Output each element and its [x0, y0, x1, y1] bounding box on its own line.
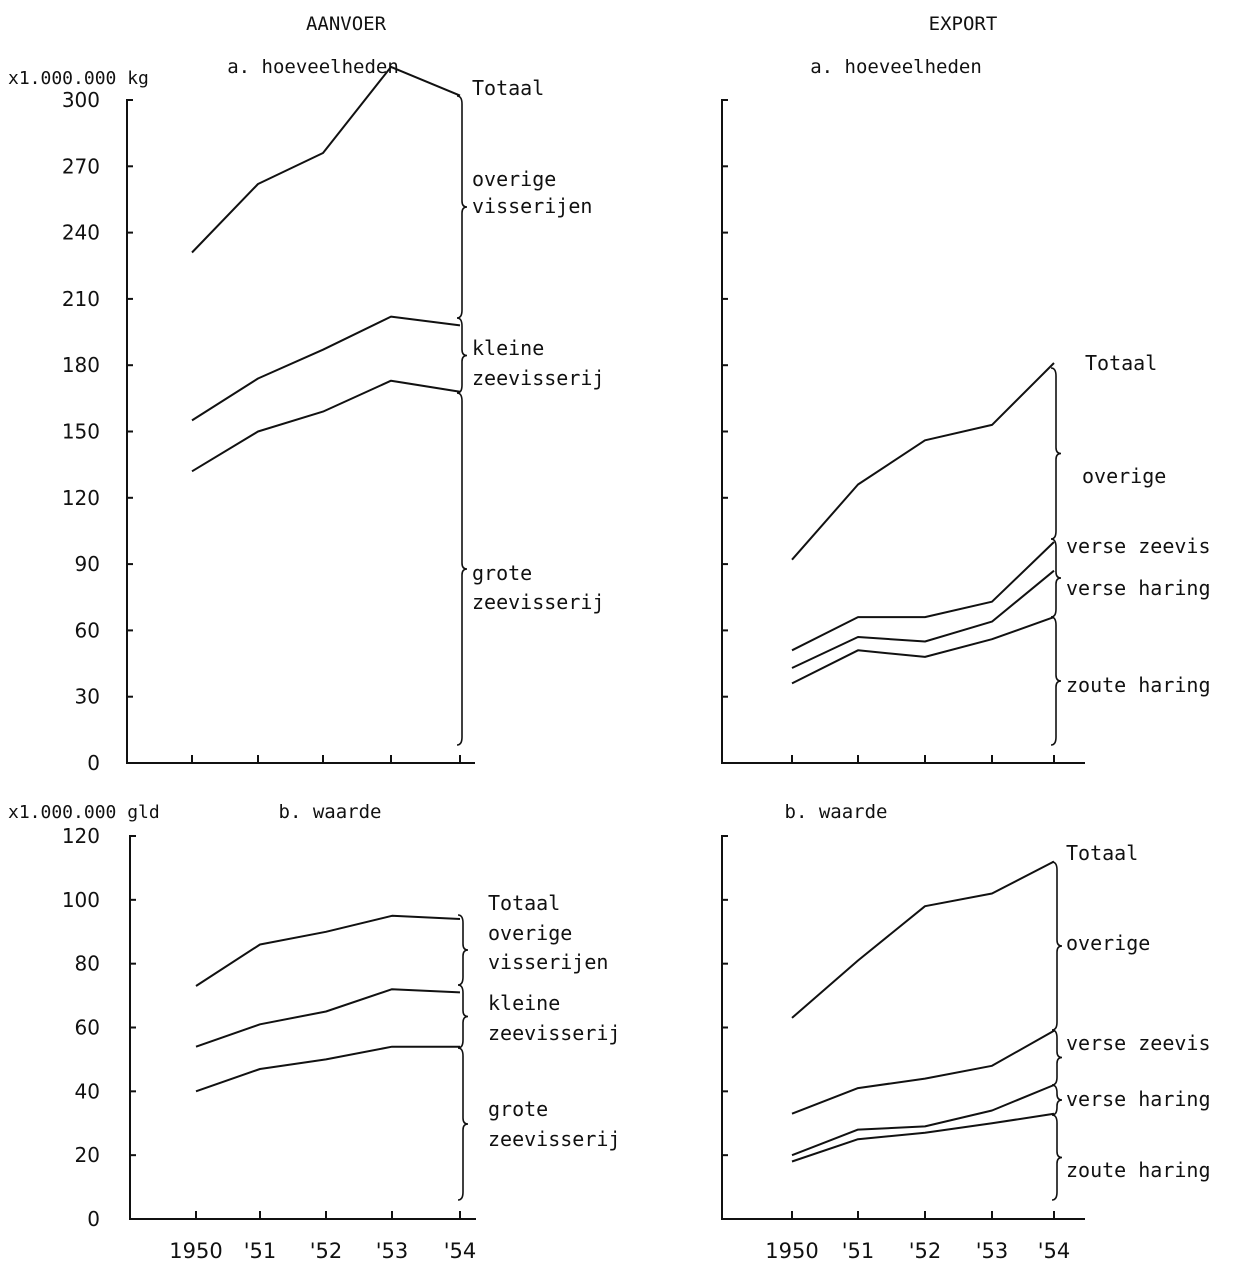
y-tick-label: 120 — [62, 486, 100, 510]
band-label: overige visserijen — [472, 167, 592, 218]
y-tick-label: 300 — [62, 88, 100, 112]
series-line-2 — [791, 541, 1055, 652]
band-label: verse zeevis — [1066, 1031, 1211, 1055]
aanvoer-hoeveelheden-chart: a. hoeveelheden x1.000.000 kg 0 30 60 90 120 15… — [8, 56, 604, 775]
band-label: overige — [1082, 464, 1166, 488]
y-tick-label: 100 — [62, 888, 100, 912]
chart-title: b. waarde — [279, 801, 382, 823]
y-tick-label: 20 — [75, 1143, 100, 1167]
x-tick-label: 1950 — [169, 1239, 222, 1261]
band-label: kleine zeevisserij — [488, 991, 620, 1045]
band-label: Totaal — [1066, 841, 1138, 865]
band-label: kleine zeevisserij — [472, 336, 604, 390]
x-tick-label: '54 — [1038, 1239, 1071, 1261]
series-line-1 — [791, 362, 1055, 561]
export-hoeveelheden-chart: a. hoeveelheden Totaal overige verse zeevis… — [721, 56, 1211, 764]
y-axis-unit-label: x1.000.000 kg — [8, 68, 149, 89]
series-line-1 — [191, 65, 461, 254]
series-line-1 — [195, 914, 461, 987]
band-brace-1 — [457, 914, 469, 986]
x-tick-label: 1950 — [765, 1239, 818, 1261]
band-brace-3 — [1050, 616, 1062, 746]
chart-title: a. hoeveelheden — [810, 56, 982, 78]
x-tick-label: '53 — [376, 1239, 409, 1261]
series-line-2 — [791, 1029, 1055, 1115]
band-label: grote zeevisserij — [488, 1097, 620, 1151]
band-label: overige visserijen — [488, 921, 608, 974]
x-tick-label: '52 — [909, 1239, 942, 1261]
chart-title: b. waarde — [785, 801, 888, 823]
band-label: verse zeevis — [1066, 534, 1211, 558]
band-label: zoute haring — [1066, 1158, 1211, 1182]
x-tick-label: '53 — [976, 1239, 1009, 1261]
y-tick-label: 180 — [62, 353, 100, 377]
band-brace-2 — [457, 984, 469, 1049]
series-line-2 — [191, 315, 461, 422]
band-label: Totaal — [1085, 351, 1157, 375]
y-tick-label: 120 — [62, 824, 100, 848]
x-tick-label: '52 — [310, 1239, 343, 1261]
x-tick-label: '51 — [244, 1239, 277, 1261]
band-brace-2 — [1051, 1029, 1063, 1086]
series-line-3 — [791, 1084, 1055, 1157]
x-tick-label: '51 — [842, 1239, 875, 1261]
y-tick-label: 60 — [75, 1016, 100, 1040]
series-line-2 — [195, 988, 461, 1048]
y-tick-label: 80 — [75, 952, 100, 976]
y-tick-label: 150 — [62, 420, 100, 444]
band-label: verse haring — [1066, 1087, 1211, 1111]
y-tick-label: 60 — [75, 618, 100, 642]
export-waarde-chart: b. waarde 1950 '51 '52 '53 '54 Totaal overige ve… — [721, 801, 1211, 1261]
heading-export: EXPORT — [929, 13, 998, 35]
axis-lines — [721, 99, 1085, 764]
band-label: overige — [1066, 931, 1150, 955]
y-tick-label: 0 — [87, 1207, 100, 1231]
series-line-4 — [791, 616, 1055, 685]
x-tick-label: '54 — [444, 1239, 477, 1261]
band-label: grote zeevisserij — [472, 561, 604, 614]
band-brace-2 — [1050, 538, 1062, 618]
aanvoer-waarde-chart: b. waarde x1.000.000 gld 0 20 40 60 80 100 120 19… — [8, 801, 620, 1261]
y-tick-label: 40 — [75, 1079, 100, 1103]
band-brace-1 — [456, 95, 468, 319]
y-tick-label: 270 — [62, 154, 100, 178]
y-tick-label: 30 — [75, 685, 100, 709]
series-line-4 — [791, 1112, 1055, 1163]
y-tick-label: 210 — [62, 287, 100, 311]
series-line-3 — [195, 1045, 460, 1093]
band-brace-3 — [457, 1047, 469, 1201]
band-label: Totaal — [488, 891, 560, 915]
y-tick-label: 90 — [75, 552, 100, 576]
band-brace-4 — [1051, 1114, 1063, 1201]
series-line-1 — [791, 860, 1055, 1019]
band-brace-3 — [456, 392, 468, 746]
band-brace-1 — [1050, 367, 1062, 540]
series-line-3 — [191, 379, 461, 473]
band-brace-3 — [1051, 1084, 1063, 1116]
band-brace-1 — [1051, 861, 1063, 1031]
axis-lines — [126, 99, 475, 764]
band-label: zoute haring — [1066, 673, 1211, 697]
chart-title: a. hoeveelheden — [227, 56, 399, 78]
axis-lines — [721, 835, 1085, 1220]
heading-aanvoer: AANVOER — [306, 13, 387, 35]
y-axis-unit-label: x1.000.000 gld — [8, 802, 160, 823]
y-tick-label: 0 — [87, 751, 100, 775]
band-label: verse haring — [1066, 576, 1211, 600]
band-label: Totaal — [472, 76, 544, 100]
axis-lines — [129, 835, 476, 1220]
y-tick-label: 240 — [62, 221, 100, 245]
series-line-3 — [791, 569, 1055, 669]
band-brace-2 — [456, 317, 468, 394]
